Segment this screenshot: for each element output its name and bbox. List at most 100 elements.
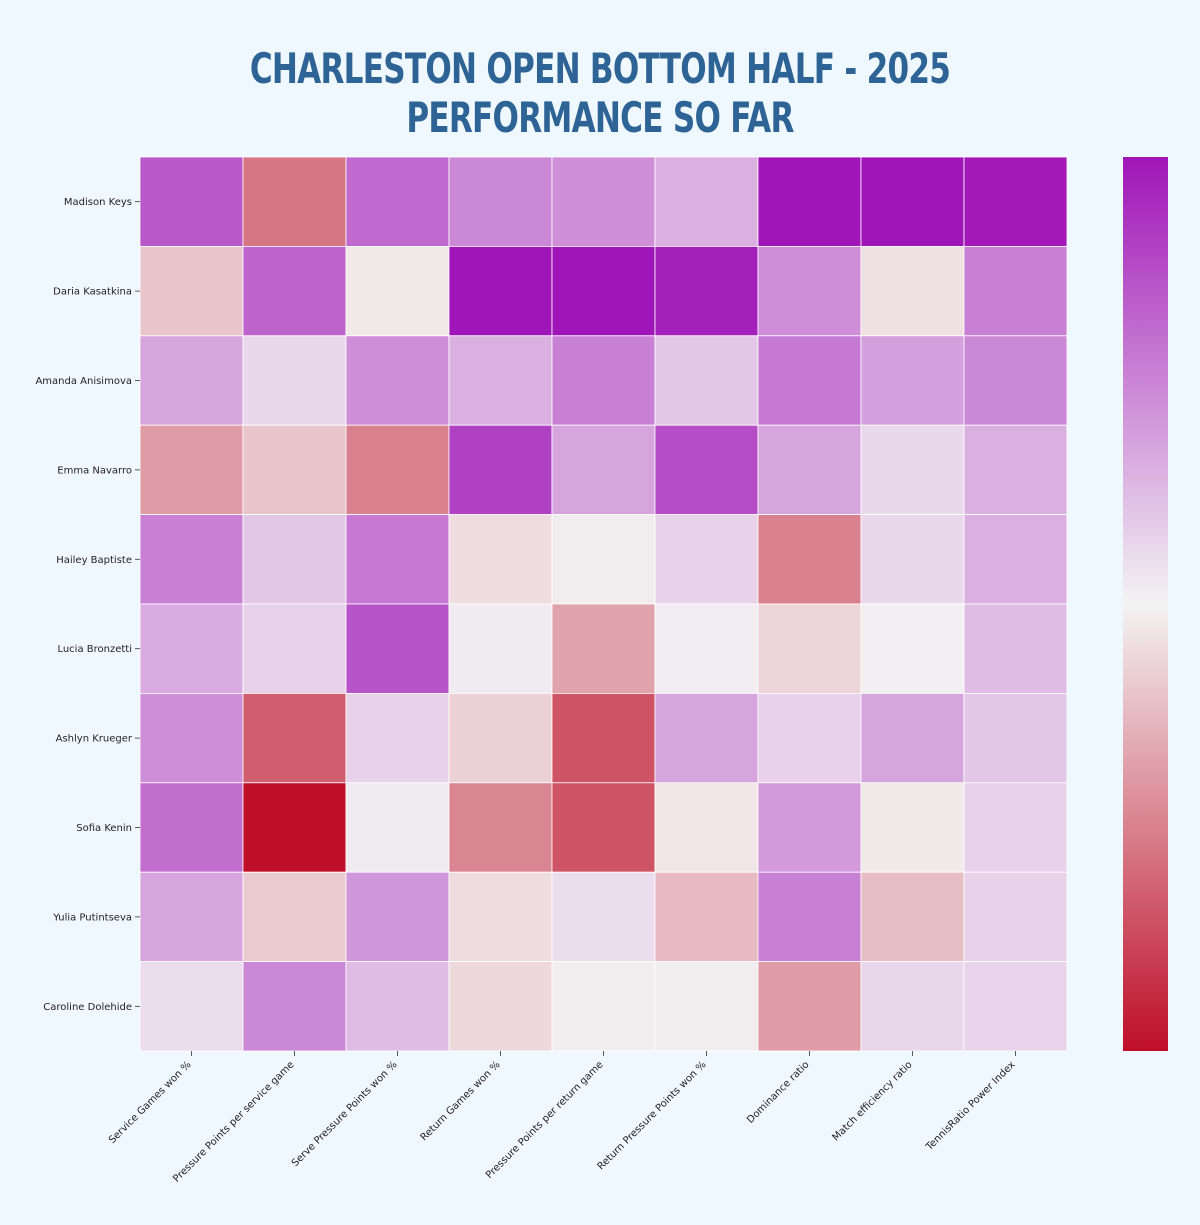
- heatmap-cell: [242, 156, 347, 247]
- heatmap-cell: [551, 156, 656, 247]
- heatmap-cell: [242, 514, 347, 605]
- heatmap-cell: [242, 335, 347, 426]
- column-label: Return Pressure Points won %: [596, 1059, 709, 1172]
- heatmap-cell: [345, 961, 450, 1052]
- heatmap-cell: [345, 424, 450, 516]
- heatmap-cell: [654, 961, 759, 1052]
- heatmap-cell: [654, 156, 759, 247]
- heatmap-cell: [757, 335, 862, 426]
- heatmap-cell: [963, 603, 1068, 694]
- heatmap-cell: [551, 424, 656, 516]
- heatmap-cell: [139, 156, 244, 247]
- heatmap-cell: [448, 782, 553, 873]
- heatmap-cell: [448, 156, 553, 247]
- heatmap-cell: [139, 782, 244, 873]
- heatmap-cell: [448, 514, 553, 605]
- heatmap-cell: [963, 961, 1068, 1052]
- heatmap-cell: [345, 245, 450, 337]
- heatmap-cell: [345, 782, 450, 873]
- heatmap-cell: [654, 514, 759, 605]
- heatmap-cell: [757, 782, 862, 873]
- heatmap-cell: [963, 245, 1068, 337]
- heatmap-cell: [757, 514, 862, 605]
- heatmap-cell: [860, 961, 965, 1052]
- heatmap-cell: [242, 245, 347, 337]
- heatmap-cell: [551, 961, 656, 1052]
- heatmap-cell: [139, 514, 244, 605]
- heatmap-cell: [551, 871, 656, 963]
- row-label: Sofia Kenin: [76, 823, 132, 834]
- column-label: Service Games won %: [107, 1059, 194, 1146]
- heatmap-cell: [963, 693, 1068, 784]
- column-label: Dominance ratio: [745, 1059, 811, 1125]
- column-label: Return Games won %: [419, 1059, 503, 1143]
- heatmap-cell: [448, 693, 553, 784]
- heatmap-cell: [139, 871, 244, 963]
- heatmap-cell: [448, 245, 553, 337]
- heatmap-cell: [448, 335, 553, 426]
- heatmap-cell: [345, 335, 450, 426]
- heatmap-cell: [654, 603, 759, 694]
- column-label: Match efficiency ratio: [831, 1059, 915, 1143]
- heatmap-cell: [963, 156, 1068, 247]
- column-label: Pressure Points per return game: [484, 1059, 606, 1181]
- heatmap-cell: [860, 245, 965, 337]
- row-label: Madison Keys: [64, 197, 132, 208]
- heatmap-cell: [654, 424, 759, 516]
- row-label: Caroline Dolehide: [43, 1002, 132, 1013]
- row-label: Ashlyn Krueger: [56, 734, 133, 745]
- row-labels: Madison Keys Daria Kasatkina Amanda Anisim…: [35, 197, 140, 1013]
- heatmap-cell: [345, 871, 450, 963]
- heatmap-cell: [242, 871, 347, 963]
- heatmap-cell: [242, 693, 347, 784]
- heatmap-cell: [448, 603, 553, 694]
- heatmap-cell: [139, 245, 244, 337]
- heatmap-cell: [860, 514, 965, 605]
- heatmap-cell: [551, 693, 656, 784]
- row-label: Yulia Putintseva: [52, 912, 132, 923]
- heatmap-cell: [654, 782, 759, 873]
- heatmap-cell: [345, 514, 450, 605]
- heatmap-cell: [242, 782, 347, 873]
- row-label: Hailey Baptiste: [56, 555, 132, 566]
- heatmap-cell: [345, 603, 450, 694]
- heatmap-cell: [551, 335, 656, 426]
- heatmap-cell: [860, 335, 965, 426]
- heatmap-cell: [757, 603, 862, 694]
- heatmap-cell: [654, 693, 759, 784]
- heatmap-cell: [345, 156, 450, 247]
- heatmap-cell: [860, 603, 965, 694]
- column-label: Serve Pressure Points won %: [290, 1059, 400, 1169]
- heatmap-cell: [242, 961, 347, 1052]
- heatmap-cell: [757, 871, 862, 963]
- heatmap-cell: [139, 603, 244, 694]
- heatmap-cell: [963, 424, 1068, 516]
- heatmap-cell: [860, 424, 965, 516]
- heatmap-cell: [551, 514, 656, 605]
- heatmap-cell: [757, 961, 862, 1052]
- heatmap-cell: [757, 693, 862, 784]
- heatmap-cell: [757, 245, 862, 337]
- heatmap-cell: [963, 871, 1068, 963]
- heatmap-cell: [448, 871, 553, 963]
- heatmap-cell: [963, 335, 1068, 426]
- heatmap-cell: [860, 871, 965, 963]
- column-label: TennisRatio Power Index: [924, 1059, 1018, 1153]
- heatmap-cell: [242, 603, 347, 694]
- heatmap-cell: [139, 693, 244, 784]
- column-labels: Service Games won %Pressure Points per s…: [107, 1051, 1018, 1185]
- heatmap-cell: [139, 335, 244, 426]
- column-label: Pressure Points per service game: [171, 1059, 296, 1184]
- heatmap-cell: [139, 961, 244, 1052]
- heatmap-cell: [139, 424, 244, 516]
- heatmap-cell: [448, 961, 553, 1052]
- heatmap-cell: [448, 424, 553, 516]
- heatmap-cell: [757, 424, 862, 516]
- heatmap-cell: [963, 514, 1068, 605]
- row-label: Daria Kasatkina: [53, 287, 132, 298]
- heatmap-cell: [242, 424, 347, 516]
- heatmap-cell: [654, 871, 759, 963]
- chart-title: CHARLESTON OPEN BOTTOM HALF - 2025 PERFO…: [249, 44, 951, 142]
- heatmap-cell: [551, 245, 656, 337]
- heatmap-cell: [551, 782, 656, 873]
